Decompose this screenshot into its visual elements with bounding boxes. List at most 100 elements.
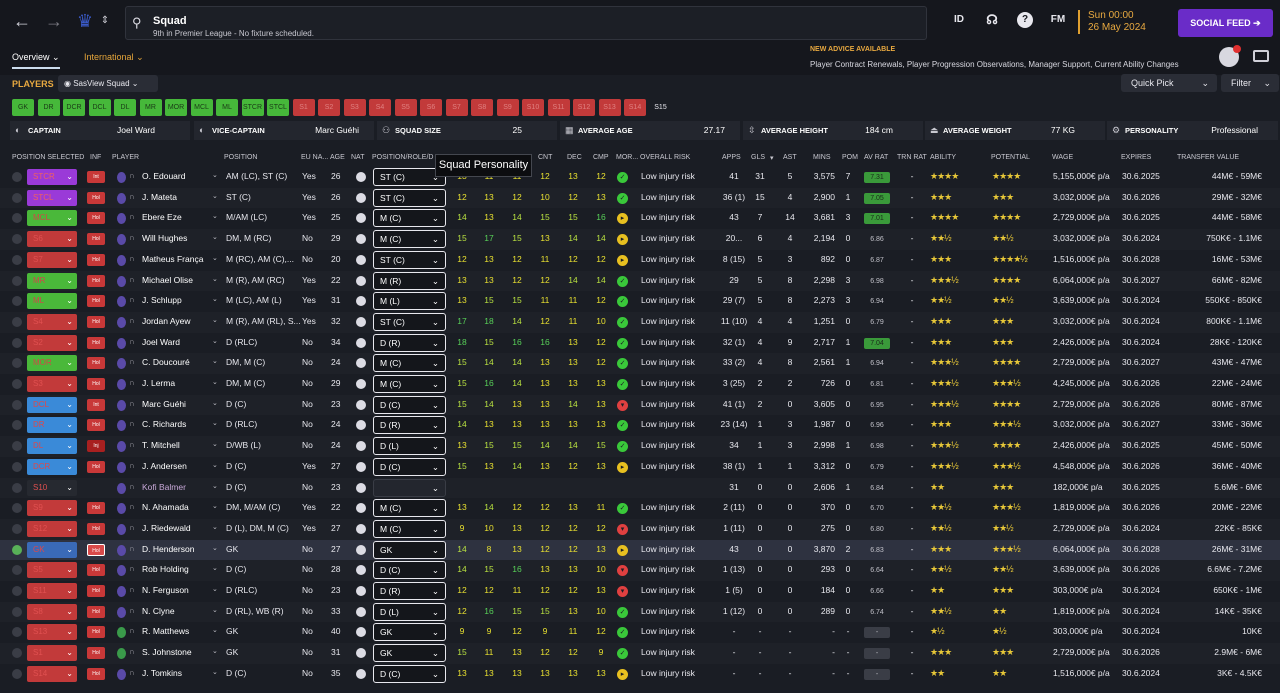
- table-row[interactable]: S7 ⌄ Hol ∩ Matheus França ⌄ M (RC), AM (C),...…: [0, 250, 1280, 271]
- position-selected-dropdown[interactable]: MR ⌄: [27, 272, 77, 289]
- col-position-selected[interactable]: POSITION SELECTED: [12, 154, 85, 161]
- position-selected-dropdown[interactable]: S2 ⌄: [27, 334, 77, 351]
- chevron-down-icon[interactable]: ⌄: [212, 544, 218, 552]
- table-row[interactable]: S1 ⌄ Hol ∩ S. Johnstone ⌄ GK No 31 GK ⌄ 15 11 13 12 12 9…: [0, 643, 1280, 664]
- row-select-checkbox[interactable]: [12, 192, 22, 203]
- row-select-checkbox[interactable]: [12, 316, 22, 327]
- vice-captain-box[interactable]: ◐ VICE-CAPTAIN Marc Guéhi: [194, 121, 374, 140]
- position-selected-dropdown[interactable]: S3 ⌄: [27, 376, 77, 392]
- formation-slot-stcl[interactable]: STCL: [267, 99, 289, 116]
- row-select-checkbox[interactable]: [12, 565, 22, 576]
- chevron-down-icon[interactable]: ⌄: [212, 213, 218, 221]
- col-ability[interactable]: ABILITY: [930, 154, 957, 161]
- player-name[interactable]: Joel Ward: [142, 336, 180, 347]
- inf-badge[interactable]: Hol: [87, 626, 105, 639]
- chevron-down-icon[interactable]: ⌄: [212, 192, 218, 200]
- table-row[interactable]: DCL ⌄ Int ∩ Marc Guéhi ⌄ D (C) No 23 D (C) ⌄ 15 14 13…: [0, 394, 1280, 416]
- morale-icon[interactable]: ✓: [617, 606, 628, 618]
- row-select-checkbox[interactable]: [12, 234, 22, 245]
- formation-slot-dcl[interactable]: DCL: [88, 99, 111, 116]
- formation-slot-s6[interactable]: S6: [420, 99, 442, 116]
- role-dropdown[interactable]: ST (C) ⌄: [373, 312, 446, 331]
- morale-icon[interactable]: ✓: [617, 192, 628, 204]
- row-select-checkbox[interactable]: [12, 482, 22, 493]
- row-select-checkbox[interactable]: [12, 337, 22, 348]
- inf-badge[interactable]: Hol: [87, 357, 105, 370]
- formation-slot-dr[interactable]: DR: [37, 99, 60, 116]
- role-dropdown[interactable]: D (L) ⌄: [373, 437, 446, 456]
- chevron-down-icon[interactable]: ⌄: [212, 399, 218, 407]
- formation-slot-gk[interactable]: GK: [12, 99, 34, 116]
- table-row[interactable]: S13 ⌄ Hol ∩ R. Matthews ⌄ GK No 40 GK ⌄ 9 9 12 9 11 12 ✓ L…: [0, 622, 1280, 643]
- inf-badge[interactable]: Hol: [87, 419, 105, 432]
- morale-icon[interactable]: ✓: [617, 358, 628, 370]
- inf-badge[interactable]: Hol: [87, 336, 105, 349]
- col-morale[interactable]: MOR...: [616, 154, 639, 161]
- quick-pick-button[interactable]: Quick Pick ⌄: [1121, 74, 1217, 92]
- morale-icon[interactable]: ▸: [617, 213, 628, 225]
- position-selected-dropdown[interactable]: S4 ⌄: [27, 313, 77, 330]
- position-selected-dropdown[interactable]: S8 ⌄: [27, 603, 77, 620]
- formation-slot-dl[interactable]: DL: [114, 99, 136, 116]
- col-mins[interactable]: MINS: [813, 154, 831, 161]
- formation-slot-s1[interactable]: S1: [292, 99, 315, 116]
- role-dropdown[interactable]: M (C) ⌄: [373, 354, 446, 373]
- inf-badge[interactable]: Hol: [87, 502, 105, 515]
- player-name[interactable]: R. Matthews: [142, 626, 190, 637]
- row-select-checkbox[interactable]: [12, 254, 22, 265]
- table-row[interactable]: S12 ⌄ Hol ∩ J. Riedewald ⌄ D (L), DM, M (C) Yes…: [0, 518, 1280, 540]
- formation-slot-s10[interactable]: S10: [522, 99, 544, 116]
- formation-slot-s3[interactable]: S3: [343, 99, 366, 116]
- table-row[interactable]: S9 ⌄ Hol ∩ N. Ahamada ⌄ DM, M/AM (C) Yes 22 M (C)…: [0, 498, 1280, 519]
- back-arrow-icon[interactable]: ←: [13, 11, 31, 31]
- table-row[interactable]: GK ⌄ Hol ∩ D. Henderson ⌄ GK No 27 GK ⌄ 14 8 13 12 12 13…: [0, 539, 1280, 561]
- col-position[interactable]: POSITION: [224, 154, 258, 161]
- table-row[interactable]: S4 ⌄ Hol ∩ Jordan Ayew ⌄ M (R), AM (RL), S... Y…: [0, 311, 1280, 333]
- position-selected-dropdown[interactable]: GK ⌄: [27, 541, 77, 558]
- col-ast[interactable]: AST: [783, 154, 797, 161]
- position-selected-dropdown[interactable]: S10 ⌄: [27, 479, 77, 496]
- formation-slot-s11[interactable]: S11: [547, 99, 570, 116]
- role-dropdown[interactable]: M (C) ⌄: [373, 375, 446, 393]
- col-potential[interactable]: POTENTIAL: [991, 154, 1030, 161]
- social-feed-button[interactable]: SOCIAL FEED ➔: [1178, 9, 1273, 37]
- inf-badge[interactable]: Hol: [87, 212, 105, 225]
- formation-slot-s9[interactable]: S9: [496, 99, 519, 116]
- chevron-down-icon[interactable]: ⌄: [212, 482, 218, 490]
- morale-icon[interactable]: ▾: [617, 565, 628, 577]
- position-selected-dropdown[interactable]: DR ⌄: [27, 417, 77, 434]
- row-select-checkbox[interactable]: [12, 586, 22, 596]
- inf-badge[interactable]: Hol: [87, 522, 105, 535]
- col-age[interactable]: AGE: [330, 154, 345, 161]
- personality-box[interactable]: ⚙ PERSONALITY Professional: [1107, 121, 1278, 140]
- table-row[interactable]: S11 ⌄ Hol ∩ N. Ferguson ⌄ D (RLC) No 23 D (R) ⌄ 12 1…: [0, 581, 1280, 602]
- inf-badge[interactable]: Hol: [87, 543, 105, 556]
- col-risk[interactable]: OVERALL RISK: [640, 154, 691, 161]
- player-name[interactable]: N. Ahamada: [142, 502, 189, 513]
- role-dropdown[interactable]: D (C) ⌄: [373, 561, 446, 580]
- formation-slot-dcr[interactable]: DCR: [63, 99, 85, 116]
- table-row[interactable]: S10 ⌄ ∩ Kofi Balmer ⌄ D (C) No 23 ⌄ 31 0 0 2,606 1 6.8…: [0, 477, 1280, 499]
- morale-icon[interactable]: ✓: [617, 316, 628, 328]
- table-row[interactable]: MR ⌄ Hol ∩ Michael Olise ⌄ M (R), AM (RC) Yes 22…: [0, 270, 1280, 292]
- player-name[interactable]: J. Andersen: [142, 460, 187, 471]
- player-name[interactable]: Matheus França: [142, 253, 204, 264]
- role-dropdown[interactable]: GK ⌄: [373, 623, 446, 642]
- role-dropdown[interactable]: M (C) ⌄: [373, 230, 446, 249]
- player-name[interactable]: J. Mateta: [142, 191, 177, 202]
- role-dropdown[interactable]: D (L) ⌄: [373, 602, 446, 621]
- formation-slot-mcl[interactable]: MCL: [190, 99, 213, 116]
- table-row[interactable]: S8 ⌄ Hol ∩ N. Clyne ⌄ D (RL), WB (R) No 33 D (L) ⌄…: [0, 601, 1280, 623]
- role-dropdown[interactable]: GK ⌄: [373, 644, 446, 663]
- morale-icon[interactable]: ▸: [617, 668, 628, 680]
- chevron-down-icon[interactable]: ⌄: [212, 254, 218, 262]
- inf-badge[interactable]: Inj: [87, 440, 105, 453]
- morale-icon[interactable]: ▾: [617, 586, 628, 597]
- table-row[interactable]: MOR ⌄ Hol ∩ C. Doucouré ⌄ DM, M (C) No 24 M (C) ⌄ 1…: [0, 353, 1280, 374]
- row-select-checkbox[interactable]: [12, 213, 22, 224]
- position-selected-dropdown[interactable]: DL ⌄: [27, 438, 77, 455]
- row-select-checkbox[interactable]: [12, 503, 22, 514]
- player-name[interactable]: Marc Guéhi: [142, 398, 186, 409]
- position-selected-dropdown[interactable]: STCR ⌄: [27, 169, 77, 185]
- role-dropdown[interactable]: ST (C) ⌄: [373, 188, 446, 207]
